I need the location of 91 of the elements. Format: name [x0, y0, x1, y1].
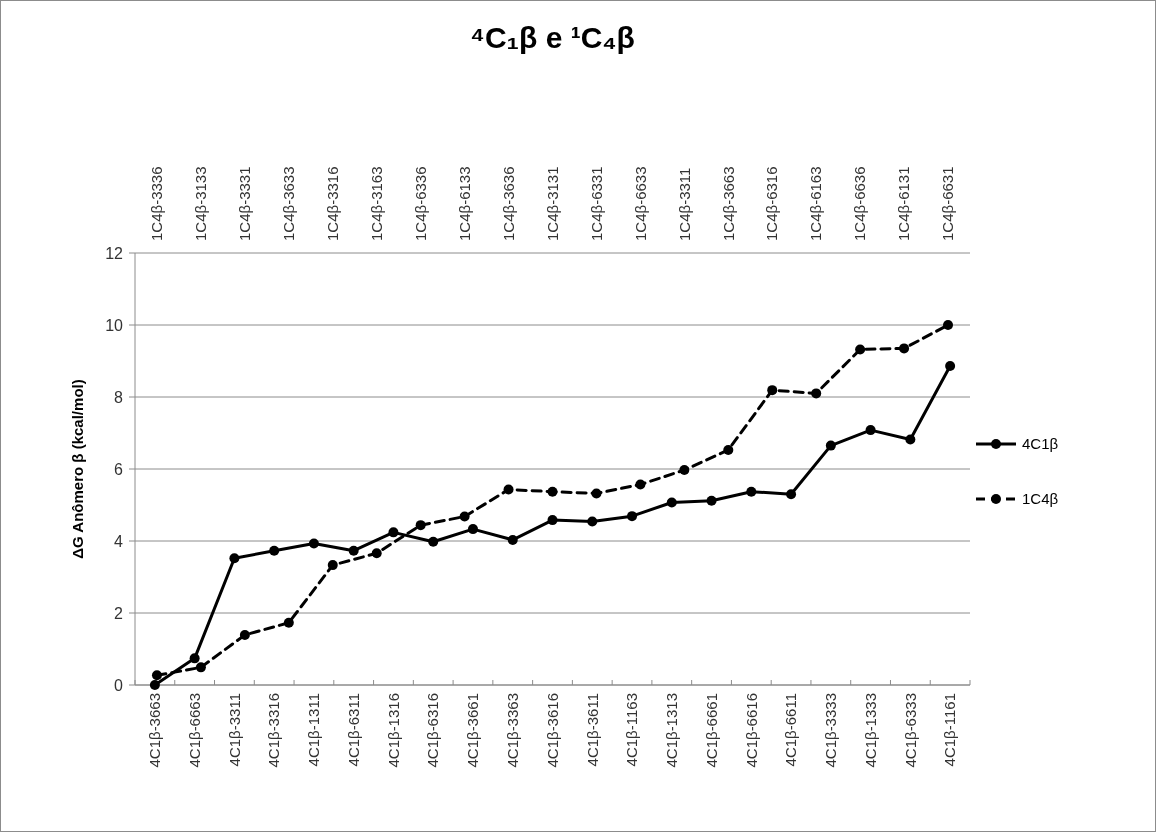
point: [371, 548, 382, 559]
x-tick-label: 4C1β-1311: [305, 693, 323, 767]
x-tick-label: 4C1β-3333: [822, 693, 840, 768]
point: [723, 444, 734, 455]
point: [269, 545, 280, 556]
point: [229, 553, 240, 564]
point: [627, 511, 638, 522]
y-tick-label: 6: [114, 460, 124, 478]
point: [945, 361, 956, 372]
point: [459, 511, 470, 522]
point: [151, 670, 162, 681]
x-tick-label: 1C4β-3163: [367, 166, 385, 241]
x-tick-label: 1C4β-3331: [236, 166, 254, 241]
x-tick-label: 1C4β-6131: [895, 166, 913, 241]
y-axis-title: ΔG Anômero β (kcal/mol): [69, 379, 86, 559]
y-tick-label: 12: [105, 244, 124, 262]
point: [348, 545, 359, 556]
point: [706, 495, 717, 506]
point: [547, 515, 558, 526]
x-tick-label: 1C4β-3336: [148, 166, 166, 241]
point: [239, 629, 250, 640]
point: [855, 344, 866, 355]
point: [415, 520, 426, 531]
x-tick-label: 1C4β-6133: [455, 166, 473, 241]
y-tick-label: 2: [114, 604, 124, 622]
x-tick-label: 4C1β-3663: [146, 693, 164, 768]
x-tick-label: 1C4β-3633: [280, 166, 298, 241]
x-tick-label: 1C4β-3636: [499, 166, 517, 241]
point: [149, 680, 160, 690]
point: [746, 486, 757, 497]
x-tick-label: 1C4β-6336: [411, 166, 429, 241]
point: [547, 486, 558, 497]
x-tick-label: 4C1β-6616: [742, 693, 760, 768]
x-tick-label: 4C1β-1316: [384, 693, 402, 768]
x-tick-label: 4C1β-1313: [663, 693, 681, 768]
point: [308, 538, 319, 549]
x-tick-label: 1C4β-6633: [631, 166, 649, 241]
x-tick-label: 4C1β-6611: [782, 693, 800, 767]
point: [503, 484, 514, 495]
point: [507, 534, 518, 545]
x-tick-label: 1C4β-3316: [324, 166, 342, 241]
point: [591, 488, 602, 499]
point: [467, 524, 478, 535]
x-tick-label: 1C4β-3311: [675, 167, 693, 241]
point: [666, 497, 677, 508]
legend-label: 4C1β: [1022, 435, 1059, 453]
x-tick-label: 4C1β-3616: [543, 693, 561, 768]
point: [825, 440, 836, 451]
point: [811, 388, 822, 399]
point: [899, 343, 910, 354]
x-tick-label: 1C4β-6316: [763, 166, 781, 241]
x-tick-label: 1C4β-3131: [543, 166, 561, 241]
point: [189, 653, 200, 664]
point: [388, 527, 399, 538]
point: [943, 320, 954, 330]
x-tick-label: 1C4β-6331: [587, 166, 605, 241]
point: [195, 662, 206, 673]
x-tick-label: 4C1β-1161: [941, 693, 959, 767]
x-tick-label: 4C1β-6311: [344, 693, 362, 767]
x-tick-label: 4C1β-6661: [702, 693, 720, 768]
x-tick-label: 1C4β-6163: [807, 166, 825, 241]
point: [635, 479, 646, 490]
x-tick-label: 1C4β-3133: [192, 166, 210, 241]
y-tick-label: 10: [105, 316, 124, 334]
point: [905, 434, 916, 445]
y-tick-label: 4: [114, 532, 124, 550]
x-tick-label: 1C4β-6631: [939, 166, 957, 241]
x-tick-label: 1C4β-6636: [851, 166, 869, 241]
x-tick-label: 4C1β-1163: [623, 693, 641, 767]
chart-title: ⁴C₁β e ¹C₄β: [470, 21, 635, 54]
x-tick-label: 1C4β-3663: [719, 166, 737, 241]
x-tick-label: 4C1β-3311: [225, 693, 243, 767]
point: [767, 385, 778, 396]
x-tick-label: 4C1β-1333: [861, 693, 879, 768]
x-tick-label: 4C1β-6316: [424, 693, 442, 768]
point: [327, 560, 338, 571]
point: [786, 489, 797, 500]
x-tick-label: 4C1β-6333: [901, 693, 919, 768]
y-tick-label: 0: [114, 676, 124, 694]
x-tick-label: 4C1β-3316: [265, 693, 283, 768]
point: [283, 617, 294, 628]
legend-label: 1C4β: [1022, 490, 1059, 508]
x-tick-label: 4C1β-3363: [503, 693, 521, 768]
point: [587, 516, 598, 527]
point: [865, 425, 876, 436]
y-tick-label: 8: [114, 388, 124, 406]
point: [679, 465, 690, 476]
x-tick-label: 4C1β-3611: [583, 693, 601, 767]
point: [428, 536, 439, 547]
x-tick-label: 4C1β-6663: [185, 693, 203, 768]
x-tick-label: 4C1β-3661: [464, 693, 482, 768]
